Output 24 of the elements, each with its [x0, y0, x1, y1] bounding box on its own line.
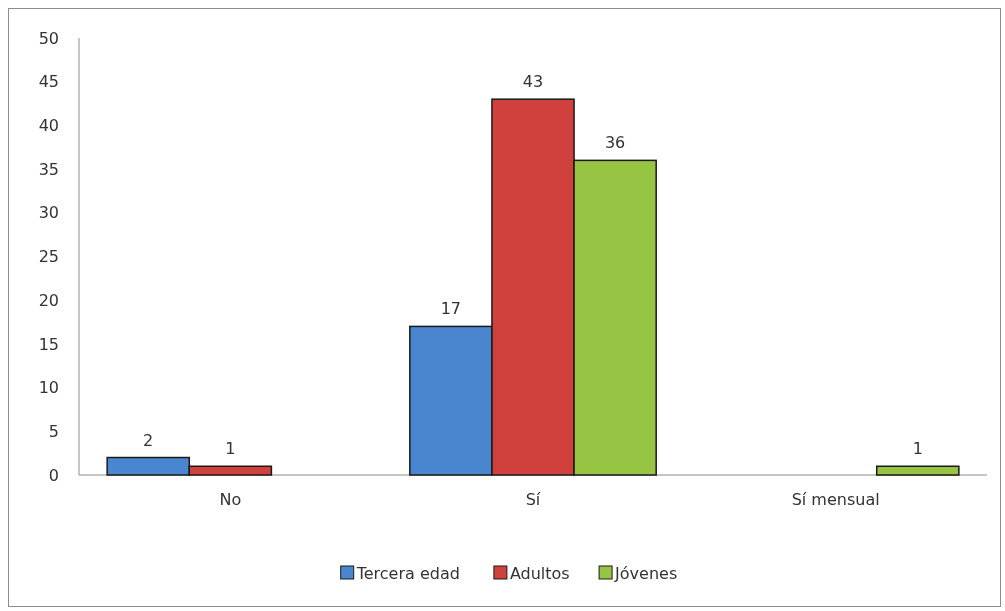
y-tick-label: 35	[38, 159, 59, 179]
y-tick-label: 0	[48, 465, 59, 485]
y-tick-label: 50	[38, 28, 59, 48]
data-label: 2	[143, 430, 154, 450]
data-label: 1	[225, 439, 236, 459]
data-label: 1	[912, 439, 923, 459]
bar	[875, 465, 960, 476]
y-tick-label: 25	[38, 247, 59, 267]
y-tick-label: 30	[38, 203, 59, 223]
y-tick-label: 45	[38, 72, 59, 92]
y-tick-label: 5	[48, 421, 59, 441]
y-tick-label: 20	[38, 290, 59, 310]
data-label: 43	[522, 72, 544, 92]
y-tick-label: 40	[38, 116, 59, 135]
y-tick-label: 10	[38, 378, 59, 398]
legend-label: Adultos	[509, 563, 570, 583]
x-tick-label: Sí mensual	[791, 490, 880, 509]
data-label: 17	[440, 299, 462, 319]
legend-label: Tercera edad	[355, 563, 460, 583]
data-label: 36	[604, 133, 626, 153]
x-tick-label: Sí	[525, 490, 541, 509]
y-tick-label: 15	[38, 334, 59, 354]
legend-label: Jóvenes	[614, 563, 678, 583]
x-tick-label: No	[219, 490, 242, 509]
